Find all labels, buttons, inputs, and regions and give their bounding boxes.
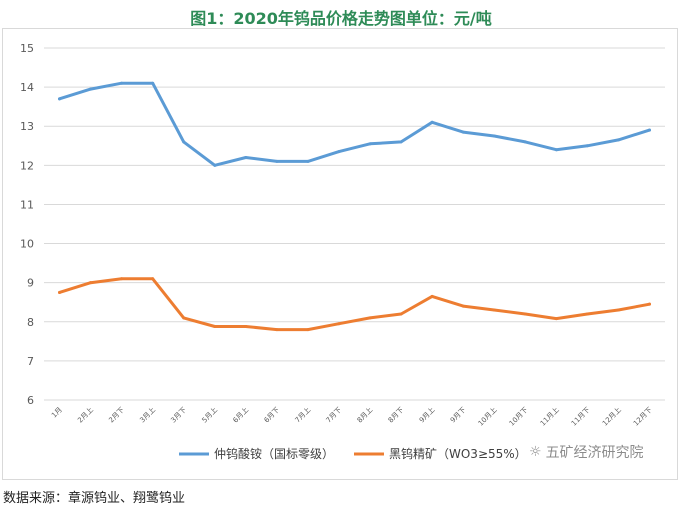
- data-point: [368, 142, 372, 146]
- data-point: [647, 302, 651, 306]
- data-point: [275, 159, 279, 163]
- data-point: [461, 304, 465, 308]
- x-tick-label: 2月上: [76, 405, 95, 424]
- y-tick-label: 10: [20, 238, 34, 251]
- data-point: [399, 140, 403, 144]
- x-tick-label: 10月上: [476, 405, 499, 428]
- data-point: [182, 316, 186, 320]
- x-tick-label: 6月下: [263, 406, 282, 425]
- data-point: [461, 130, 465, 134]
- x-tick-label: 9月下: [449, 406, 468, 425]
- data-point: [120, 81, 124, 85]
- x-tick-label: 2月下: [107, 406, 126, 425]
- y-tick-label: 6: [27, 394, 34, 407]
- data-point: [306, 328, 310, 332]
- y-tick-label: 14: [20, 81, 34, 94]
- data-point: [306, 159, 310, 163]
- x-tick-label: 11月下: [570, 406, 592, 428]
- x-tick-label: 12月下: [632, 406, 654, 428]
- x-tick-label: 8月下: [387, 406, 406, 425]
- y-tick-label: 12: [20, 159, 34, 172]
- data-point: [492, 308, 496, 312]
- data-point: [616, 138, 620, 142]
- x-tick-label: 7月上: [293, 405, 312, 424]
- data-point: [492, 134, 496, 138]
- chart-area: 6 7 8 9 10 11 12 13 14 15 1月 2月上 2月下 3月上 3月下 5月上 6月上 6月下 7…: [2, 28, 678, 480]
- wechat-icon: ☼: [529, 444, 542, 460]
- data-point: [585, 312, 589, 316]
- x-tick-label: 8月上: [355, 405, 374, 424]
- series-line-2: [58, 277, 651, 332]
- data-point: [58, 97, 62, 101]
- data-point: [616, 308, 620, 312]
- x-tick-label: 11月上: [538, 405, 561, 428]
- data-point: [647, 128, 651, 132]
- x-tick-label: 12月上: [600, 405, 623, 428]
- data-point: [430, 120, 434, 124]
- y-tick-label: 7: [27, 355, 34, 368]
- x-tick-label: 5月上: [200, 405, 219, 424]
- watermark-text: 五矿经济研究院: [545, 445, 644, 461]
- y-tick-label: 9: [27, 277, 34, 290]
- y-tick-label: 11: [20, 198, 34, 211]
- source-note: 数据来源：章源钨业、翔鹭钨业: [3, 491, 186, 506]
- x-tick-label: 1月: [50, 406, 64, 420]
- chart-title: 图1：2020年钨品价格走势图单位：元/吨: [190, 9, 492, 28]
- y-tick-label: 8: [27, 316, 34, 329]
- x-tick-label: 7月下: [325, 406, 344, 425]
- data-point: [213, 163, 217, 167]
- data-point: [554, 317, 558, 321]
- data-point: [523, 312, 527, 316]
- data-point: [244, 324, 248, 328]
- series-line-1: [58, 81, 651, 167]
- legend-label-1: 仲钨酸铵（国标零级）: [214, 446, 334, 461]
- data-point: [554, 148, 558, 152]
- x-tick-label: 6月上: [231, 405, 250, 424]
- data-point: [151, 277, 155, 281]
- data-point: [523, 140, 527, 144]
- data-point: [275, 328, 279, 332]
- data-point: [182, 140, 186, 144]
- data-point: [430, 294, 434, 298]
- x-tick-label: 9月上: [417, 405, 436, 424]
- y-tick-label: 15: [20, 42, 34, 55]
- data-point: [337, 322, 341, 326]
- data-point: [151, 81, 155, 85]
- watermark: ☼ 五矿经济研究院: [529, 442, 644, 462]
- data-point: [368, 316, 372, 320]
- y-tick-label: 13: [20, 120, 34, 133]
- data-point: [58, 290, 62, 294]
- data-point: [89, 87, 93, 91]
- legend-label-2: 黑钨精矿（WO3≥55%）: [389, 446, 527, 461]
- data-point: [89, 281, 93, 285]
- line-chart: 6 7 8 9 10 11 12 13 14 15 1月 2月上 2月下 3月上 3月下 5月上 6月上 6月下 7…: [20, 42, 665, 461]
- x-tick-label: 3月下: [169, 406, 188, 425]
- data-point: [337, 150, 341, 154]
- x-tick-label: 10月下: [508, 406, 530, 428]
- data-point: [585, 144, 589, 148]
- data-point: [244, 156, 248, 160]
- data-point: [213, 324, 217, 328]
- data-point: [399, 312, 403, 316]
- data-point: [120, 277, 124, 281]
- x-tick-label: 3月上: [138, 405, 157, 424]
